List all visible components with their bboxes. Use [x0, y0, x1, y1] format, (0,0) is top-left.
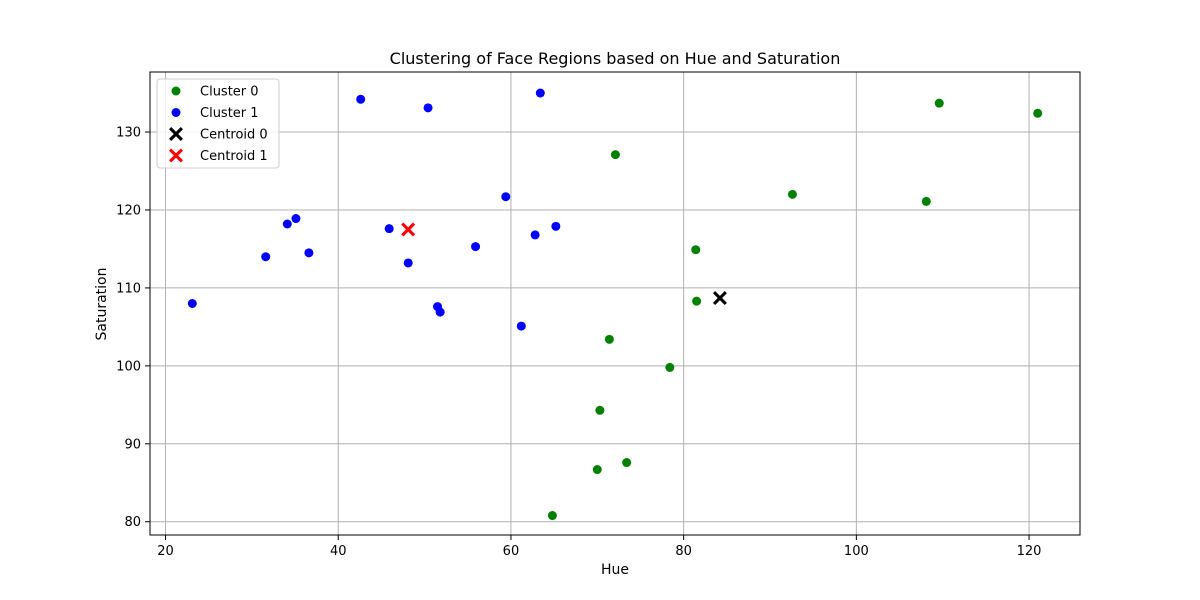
data-point	[934, 98, 944, 108]
x-tick-label: 80	[675, 544, 692, 559]
legend-marker	[171, 86, 181, 96]
data-point	[261, 252, 271, 262]
data-point	[692, 296, 702, 306]
grid	[150, 72, 1080, 535]
legend-frame	[156, 78, 280, 169]
y-tick-label: 90	[124, 437, 141, 452]
data-point	[516, 321, 526, 331]
y-tick-label: 130	[116, 126, 141, 141]
data-point	[304, 248, 314, 258]
legend-marker	[169, 148, 183, 163]
x-tick-label: 60	[503, 544, 520, 559]
data-point	[403, 258, 413, 268]
data-point	[501, 192, 511, 202]
data-point	[1033, 108, 1043, 118]
data-points	[187, 88, 1043, 521]
x-tick-label: 100	[844, 544, 869, 559]
x-tick-label: 20	[157, 544, 174, 559]
plot-frame	[149, 71, 1081, 536]
legend-entry-label: Centroid 1	[200, 149, 268, 164]
y-tick-label: 100	[116, 359, 141, 374]
data-point	[282, 219, 292, 229]
axis-ticks: 20 40 60 80 100 120 80 90 100 110 120 130	[116, 126, 1041, 559]
legend-entry-label: Cluster 1	[200, 106, 259, 121]
chart-title: Clustering of Face Regions based on Hue …	[390, 49, 841, 68]
data-point	[595, 405, 605, 415]
data-point	[356, 94, 366, 104]
x-tick-label: 40	[330, 544, 347, 559]
data-point	[291, 214, 301, 224]
data-point	[592, 465, 602, 475]
legend: Cluster 0 Cluster 1 Centroid 0 Centroid 1	[156, 78, 280, 169]
data-point	[610, 150, 620, 160]
data-point	[921, 196, 931, 206]
centroid-marker	[401, 222, 416, 237]
data-point	[471, 242, 481, 252]
data-point	[622, 458, 632, 468]
legend-marker	[169, 127, 183, 141]
x-axis-label: Hue	[601, 562, 629, 578]
data-point	[665, 362, 675, 372]
data-point	[691, 245, 701, 255]
y-tick-label: 80	[124, 515, 141, 530]
y-tick-label: 110	[116, 281, 141, 296]
data-point	[551, 221, 561, 231]
data-point	[787, 189, 797, 199]
data-point	[604, 334, 614, 344]
data-point	[535, 88, 545, 98]
data-point	[384, 224, 394, 234]
legend-marker	[171, 108, 181, 117]
legend-entry-label: Centroid 0	[200, 128, 268, 143]
y-axis-label: Saturation	[94, 268, 110, 341]
x-tick-label: 120	[1017, 544, 1042, 559]
y-tick-label: 120	[116, 203, 141, 218]
legend-entry-label: Cluster 0	[200, 85, 259, 100]
data-point	[547, 511, 557, 521]
data-point	[530, 230, 540, 240]
data-point	[423, 103, 433, 113]
data-point	[187, 299, 197, 308]
data-point	[435, 307, 445, 317]
centroid-marker	[712, 291, 727, 306]
